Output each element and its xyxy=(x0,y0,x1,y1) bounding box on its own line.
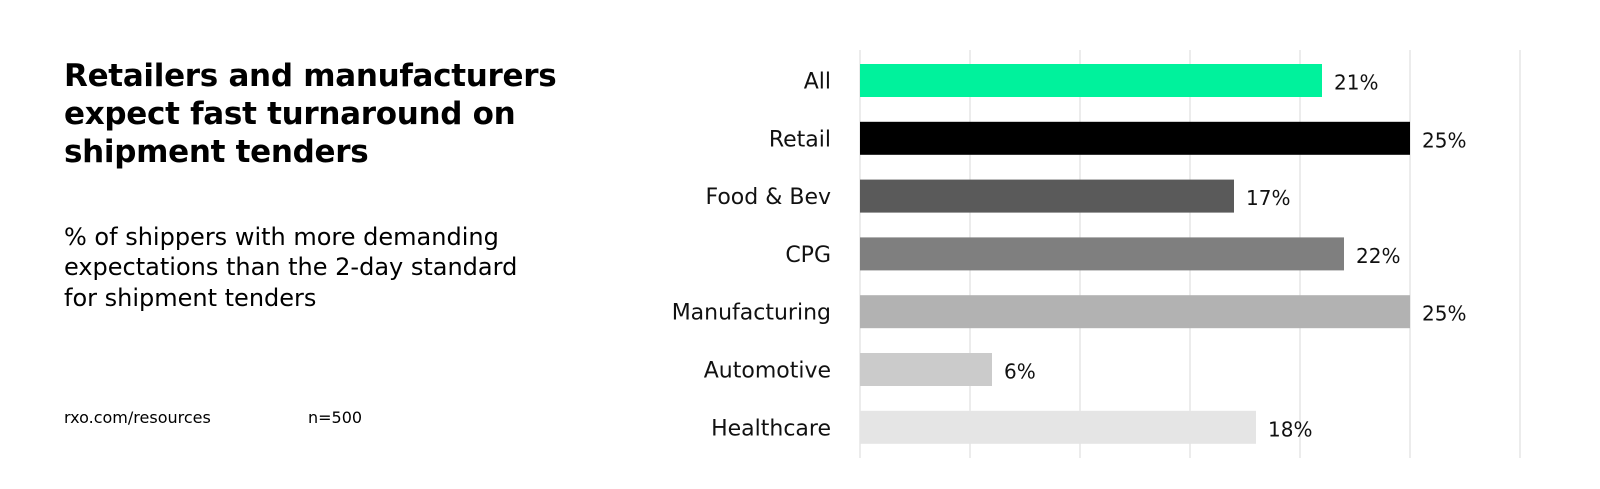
data-label: 6% xyxy=(1004,360,1036,384)
chart-title: Retailers and manufacturers expect fast … xyxy=(64,58,557,170)
bar-cpg xyxy=(860,237,1344,271)
category-label: Retail xyxy=(769,127,831,152)
chart-subtitle: % of shippers with more demanding expect… xyxy=(64,223,518,312)
category-label: All xyxy=(804,70,831,95)
data-label: 25% xyxy=(1422,302,1466,326)
bar-automotive xyxy=(860,353,992,386)
data-label: 18% xyxy=(1268,417,1312,441)
category-label: CPG xyxy=(785,243,831,268)
bar-food-bev xyxy=(860,179,1234,213)
source-link[interactable]: rxo.com/resources xyxy=(64,408,211,427)
data-label: 22% xyxy=(1356,244,1400,268)
category-label: Healthcare xyxy=(711,416,831,441)
category-label: Manufacturing xyxy=(672,301,831,326)
bar-all xyxy=(860,64,1322,97)
data-label: 25% xyxy=(1422,128,1466,152)
bar-retail xyxy=(860,121,1410,155)
data-label: 17% xyxy=(1246,186,1290,210)
bar-healthcare xyxy=(860,410,1256,444)
sample-size: n=500 xyxy=(308,408,363,427)
category-label: Food & Bev xyxy=(705,185,831,210)
bar-manufacturing xyxy=(860,295,1410,329)
category-label: Automotive xyxy=(704,359,831,384)
data-label: 21% xyxy=(1334,71,1378,95)
